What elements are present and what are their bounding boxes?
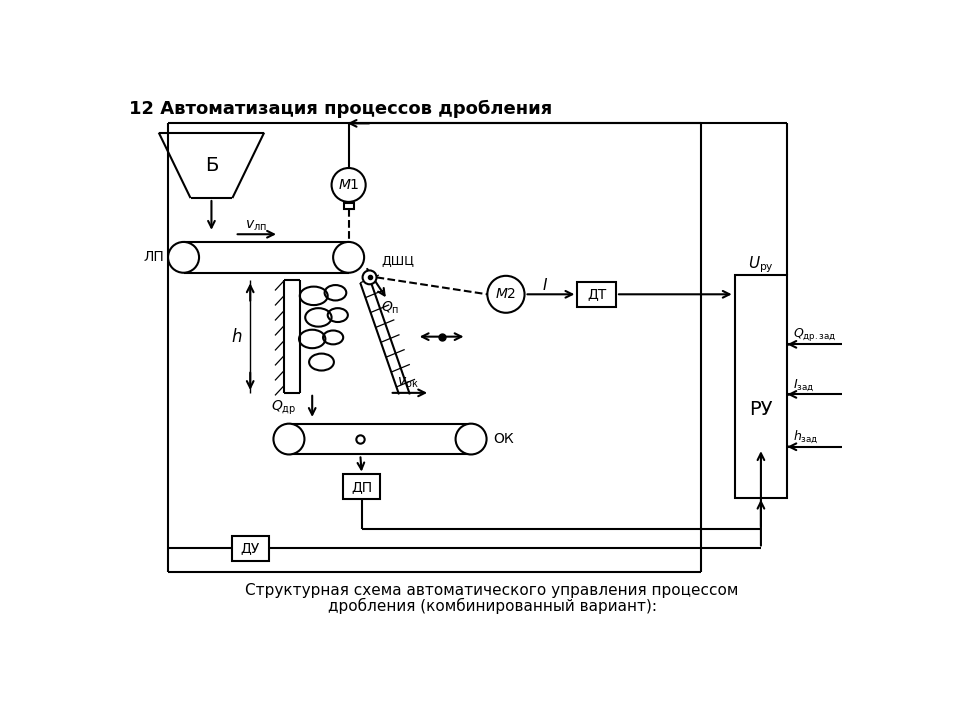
Bar <box>734 275 787 498</box>
Text: дробления (комбинированный вариант):: дробления (комбинированный вариант): <box>327 598 657 614</box>
Text: $h$: $h$ <box>231 328 243 346</box>
Text: $v_{\rm ок}$: $v_{\rm ок}$ <box>397 376 420 390</box>
Circle shape <box>274 423 304 454</box>
Text: $Q_{\rm др.зад}$: $Q_{\rm др.зад}$ <box>794 326 837 343</box>
Text: $M$2: $M$2 <box>495 287 516 301</box>
Text: ЛП: ЛП <box>143 251 164 264</box>
Text: $h_{\rm зад}$: $h_{\rm зад}$ <box>794 428 819 445</box>
Text: $Q_{\rm др}$: $Q_{\rm др}$ <box>272 399 297 418</box>
Text: ДШЦ: ДШЦ <box>381 255 414 268</box>
Bar <box>344 202 353 209</box>
Circle shape <box>168 242 199 273</box>
Text: ОК: ОК <box>492 432 514 446</box>
Text: ДТ: ДТ <box>587 287 607 301</box>
Text: $Q_{\rm п}$: $Q_{\rm п}$ <box>381 300 399 316</box>
Text: Б: Б <box>204 156 218 175</box>
Text: $v_{\rm лп}$: $v_{\rm лп}$ <box>245 219 267 233</box>
Text: 12 Автоматизация процессов дробления: 12 Автоматизация процессов дробления <box>130 100 553 118</box>
Text: $M$1: $M$1 <box>338 178 359 192</box>
Text: ДП: ДП <box>351 480 372 494</box>
Circle shape <box>331 168 366 202</box>
Bar <box>344 474 380 499</box>
Circle shape <box>333 242 364 273</box>
Circle shape <box>488 276 524 312</box>
Text: $U_{\rm ру}$: $U_{\rm ру}$ <box>748 254 774 274</box>
Bar <box>577 282 616 307</box>
Text: $I_{\rm зад}$: $I_{\rm зад}$ <box>794 377 815 393</box>
Text: Структурная схема автоматического управления процессом: Структурная схема автоматического управл… <box>246 583 738 598</box>
Text: $I$: $I$ <box>541 277 548 293</box>
Bar <box>231 536 269 561</box>
Circle shape <box>456 423 487 454</box>
Text: ДУ: ДУ <box>241 541 260 555</box>
Text: РУ: РУ <box>749 400 773 419</box>
Circle shape <box>363 271 376 284</box>
